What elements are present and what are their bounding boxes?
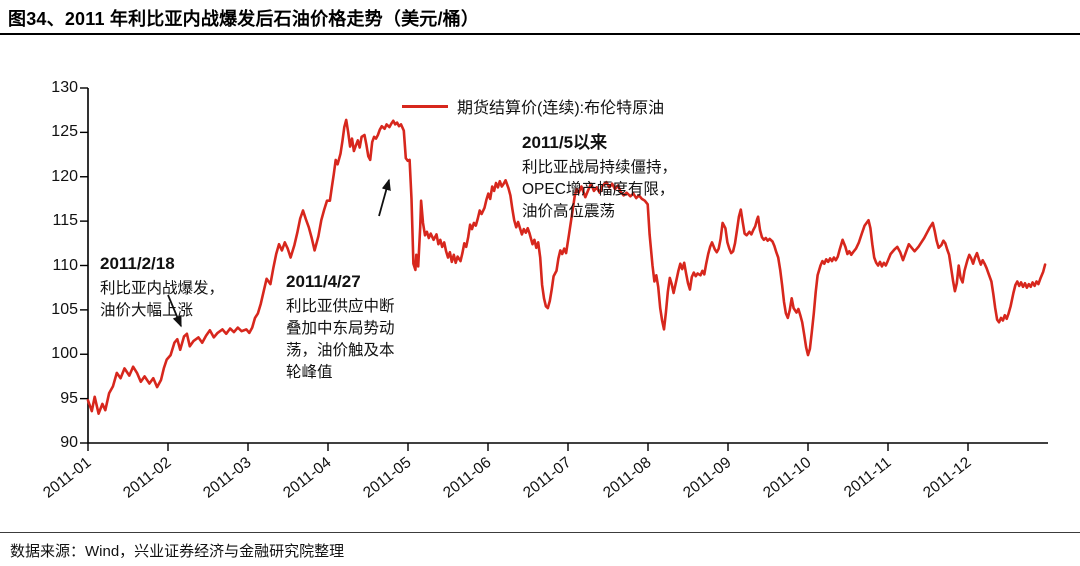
annotation-may: 2011/5以来 利比亚战局持续僵持， OPEC增产幅度有限， 油价高位震荡	[522, 128, 742, 223]
y-tick-label: 95	[60, 389, 78, 407]
annotation-may-text: 利比亚战局持续僵持， OPEC增产幅度有限， 油价高位震荡	[522, 159, 678, 220]
y-tick-label: 115	[52, 212, 78, 230]
y-tick-label: 110	[52, 256, 78, 274]
y-tick-label: 90	[60, 434, 78, 451]
plot-canvas	[80, 87, 1048, 451]
annotation-feb18-text: 利比亚内战爆发， 油价大幅上涨	[100, 280, 225, 319]
annotation-apr27: 2011/4/27 利比亚供应中断 叠加中东局势动 荡，油价触及本 轮峰值	[286, 272, 436, 384]
annotation-feb18-date: 2011/2/18	[100, 254, 175, 273]
annotation-apr27-date: 2011/4/27	[286, 272, 361, 291]
legend-label: 期货结算价(连续):布伦特原油	[457, 100, 665, 117]
annotation-apr27-text: 利比亚供应中断 叠加中东局势动 荡，油价触及本 轮峰值	[286, 298, 395, 381]
y-tick-label: 130	[51, 79, 78, 96]
y-tick-label: 100	[51, 345, 78, 363]
legend-line-marker	[402, 104, 448, 108]
title-divider	[0, 33, 1080, 35]
y-tick-label: 105	[51, 300, 78, 318]
axis-ticks	[80, 87, 969, 451]
brent-price-line	[86, 118, 1047, 415]
legend: 期货结算价(连续):布伦特原油	[402, 96, 665, 117]
annotation-may-date: 2011/5以来	[522, 133, 608, 152]
apr27-arrow	[378, 178, 391, 217]
axes	[87, 88, 1048, 444]
y-tick-label: 125	[51, 123, 78, 141]
y-tick-label: 120	[51, 167, 78, 185]
annotation-feb18: 2011/2/18 利比亚内战爆发， 油价大幅上涨	[100, 254, 270, 322]
feb18-arrow	[167, 294, 182, 328]
oil-price-chart: 期货结算价(连续):布伦特原油 90 95 100 105 110 115 120 125 13…	[0, 36, 1080, 531]
page-title: 图34、2011 年利比亚内战爆发后石油价格走势（美元/桶）	[8, 9, 480, 29]
data-source: 数据来源：Wind，兴业证券经济与金融研究院整理	[10, 543, 345, 560]
footer-divider	[0, 532, 1080, 533]
